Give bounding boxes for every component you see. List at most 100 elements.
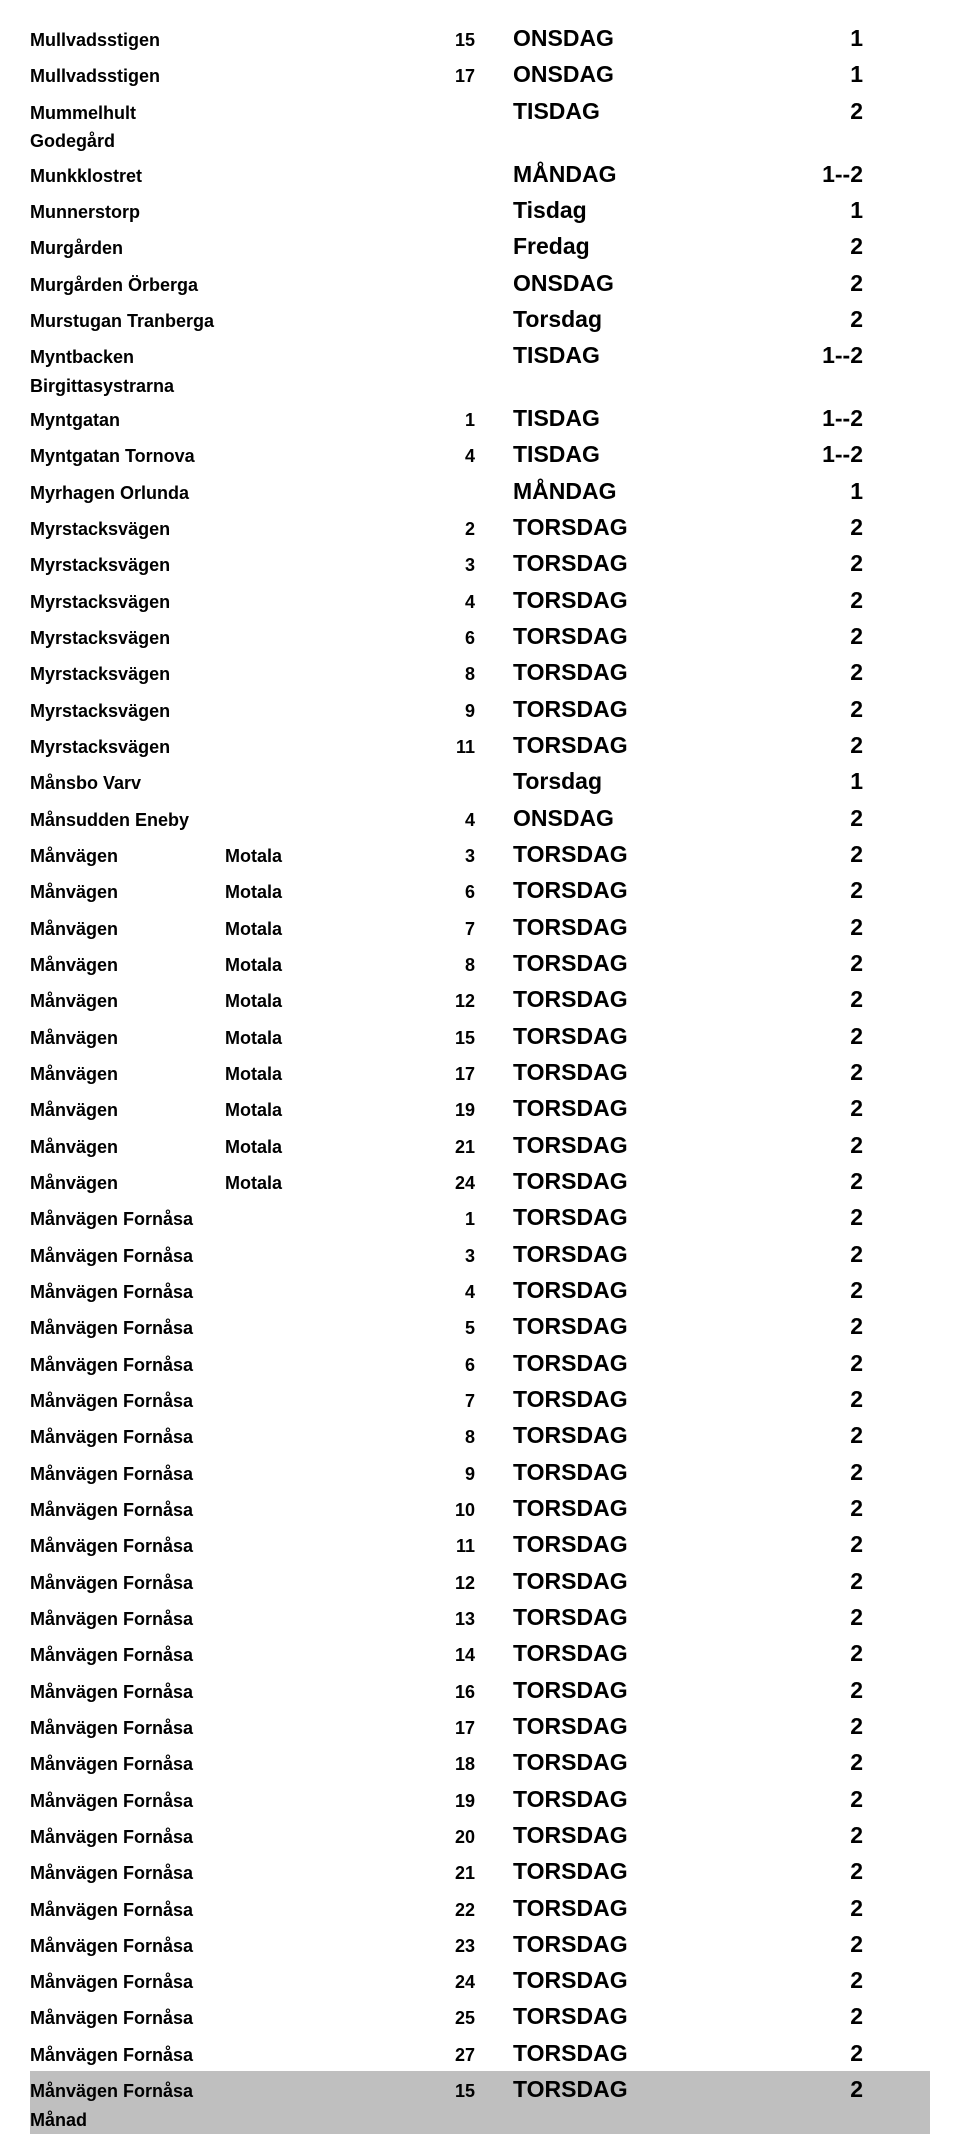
col-number: 17 [340,1060,513,1088]
table-row: Myrstacksvägen11TORSDAG2 [30,727,930,763]
col-name: Månvägen Fornåsa [30,1242,225,1270]
col-freq: 1--2 [773,156,863,192]
col-number: 1 [340,406,513,434]
table-row: Månsudden Eneby4ONSDAG2 [30,800,930,836]
col-area: Motala [225,987,340,1015]
col-name: Murstugan Tranberga [30,307,225,335]
col-day: TORSDAG [513,1890,773,1926]
table-row: Månvägen Fornåsa12TORSDAG2 [30,1563,930,1599]
col-day: Fredag [513,228,773,264]
col-number: 12 [340,1569,513,1597]
col-name: Mummelhult Godegård [30,99,225,156]
col-freq: 2 [773,1090,863,1126]
col-day: TORSDAG [513,1345,773,1381]
col-freq: 1 [773,56,863,92]
col-name: Myrstacksvägen [30,733,225,761]
table-row: Murstugan TranbergaTorsdag2 [30,301,930,337]
col-name: Månvägen Fornåsa [30,1205,225,1233]
col-number: 2 [340,515,513,543]
col-day: TORSDAG [513,1090,773,1126]
table-row: MånvägenMotala17TORSDAG2 [30,1054,930,1090]
table-row: Månvägen Fornåsa1TORSDAG2 [30,1199,930,1235]
table-row: Myrstacksvägen9TORSDAG2 [30,691,930,727]
col-number: 4 [340,442,513,470]
col-day: Torsdag [513,763,773,799]
col-number: 13 [340,1605,513,1633]
col-day: TISDAG [513,400,773,436]
col-name: Månvägen Fornåsa [30,1532,225,1560]
col-name: Munnerstorp [30,198,225,226]
col-name: Mullvadsstigen [30,26,225,54]
col-freq: 2 [773,654,863,690]
col-freq: 2 [773,981,863,1017]
col-day: TORSDAG [513,1926,773,1962]
col-freq: 2 [773,228,863,264]
col-day: TORSDAG [513,1672,773,1708]
col-number: 7 [340,915,513,943]
col-name: Myrstacksvägen [30,624,225,652]
col-freq: 2 [773,1998,863,2034]
col-freq: 2 [773,909,863,945]
col-freq: 2 [773,1635,863,1671]
col-freq: 2 [773,1381,863,1417]
table-row: Månvägen Fornåsa11TORSDAG2 [30,1526,930,1562]
col-freq: 1 [773,763,863,799]
col-name: Månvägen Fornåsa Månad [30,2077,225,2134]
col-number: 7 [340,1387,513,1415]
col-freq: 2 [773,691,863,727]
col-day: ONSDAG [513,265,773,301]
col-name: Myrstacksvägen [30,697,225,725]
col-freq: 2 [773,1127,863,1163]
col-freq: 2 [773,1781,863,1817]
col-name: Månvägen [30,842,225,870]
col-freq: 1 [773,192,863,228]
table-row: Månvägen Fornåsa22TORSDAG2 [30,1890,930,1926]
table-row: MånvägenMotala8TORSDAG2 [30,945,930,981]
col-number: 15 [340,26,513,54]
col-day: TORSDAG [513,1962,773,1998]
table-row: MunkklostretMÅNDAG1--2 [30,156,930,192]
col-day: TORSDAG [513,1708,773,1744]
col-day: TORSDAG [513,1127,773,1163]
col-name: Myntgatan Tornova [30,442,225,470]
col-number: 9 [340,697,513,725]
col-name: Mullvadsstigen [30,62,225,90]
table-row: Månvägen Fornåsa3TORSDAG2 [30,1236,930,1272]
col-name: Månvägen Fornåsa [30,1823,225,1851]
col-day: TORSDAG [513,727,773,763]
col-freq: 2 [773,945,863,981]
col-day: TORSDAG [513,1490,773,1526]
col-freq: 2 [773,1272,863,1308]
col-name: Månvägen [30,878,225,906]
col-day: Torsdag [513,301,773,337]
col-day: TISDAG [513,436,773,472]
table-row: Månvägen Fornåsa16TORSDAG2 [30,1672,930,1708]
col-day: TORSDAG [513,1998,773,2034]
table-row: MånvägenMotala12TORSDAG2 [30,981,930,1017]
col-name: Månvägen [30,987,225,1015]
col-day: TORSDAG [513,1308,773,1344]
col-name: Månvägen Fornåsa [30,1787,225,1815]
col-name: Månvägen Fornåsa [30,1351,225,1379]
col-day: TORSDAG [513,836,773,872]
col-name: Månvägen Fornåsa [30,1859,225,1887]
table-row: Murgården Fredag2 [30,228,930,264]
col-freq: 1--2 [773,400,863,436]
col-freq: 1 [773,473,863,509]
col-number: 16 [340,1678,513,1706]
col-day: TORSDAG [513,654,773,690]
table-row: Myrstacksvägen2TORSDAG2 [30,509,930,545]
col-name: Munkklostret [30,162,225,190]
col-number: 9 [340,1460,513,1488]
col-freq: 2 [773,1490,863,1526]
col-name: Månvägen Fornåsa [30,1423,225,1451]
col-freq: 2 [773,800,863,836]
table-row: Månvägen Fornåsa14TORSDAG2 [30,1635,930,1671]
col-number: 8 [340,660,513,688]
col-freq: 2 [773,582,863,618]
table-row: Myrstacksvägen4TORSDAG2 [30,582,930,618]
col-day: TORSDAG [513,1018,773,1054]
col-freq: 2 [773,1199,863,1235]
col-name: Murgården [30,234,225,262]
col-number: 10 [340,1496,513,1524]
